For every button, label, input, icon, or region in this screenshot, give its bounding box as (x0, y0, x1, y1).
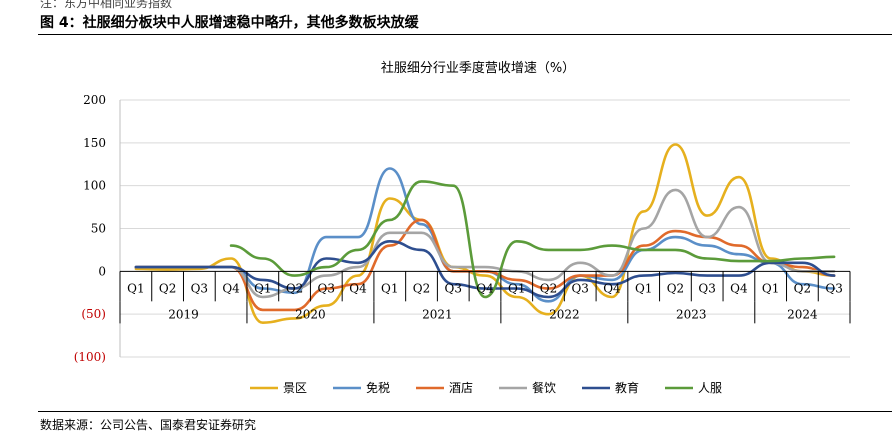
figure-title: 图 4：社服细分板块中人服增速稳中略升，其他多数板块放缓 (40, 15, 419, 31)
x-tick-label: Q4 (222, 281, 240, 295)
series-line-餐饮 (134, 188, 836, 299)
x-tick-label: Q4 (603, 281, 621, 295)
y-tick-label: (50) (81, 307, 106, 321)
x-tick-label: Q2 (413, 281, 430, 295)
x-tick-label: Q3 (571, 281, 588, 295)
year-label: 2020 (295, 307, 326, 321)
y-tick-label: (100) (74, 350, 106, 364)
y-tick-label: 200 (83, 93, 106, 107)
x-tick-label: Q1 (381, 281, 398, 295)
x-tick-label: Q4 (476, 281, 494, 295)
chart-title: 社服细分行业季度营收增速（%） (381, 60, 575, 76)
x-tick-label: Q4 (349, 281, 367, 295)
year-label: 2021 (422, 307, 453, 321)
y-tick-label: 150 (83, 136, 106, 150)
year-label: 2022 (549, 307, 580, 321)
year-label: 2023 (676, 307, 707, 321)
grid (120, 99, 850, 358)
legend-label: 酒店 (449, 381, 473, 395)
x-tick-label: Q2 (667, 281, 684, 295)
x-tick-label: Q3 (445, 281, 462, 295)
x-tick-label: Q3 (698, 281, 715, 295)
legend-label: 人服 (698, 381, 722, 395)
y-tick-label: 100 (83, 179, 106, 193)
legend: 景区 免税 酒店 餐饮 教育 人服 (250, 380, 722, 395)
legend-label: 教育 (615, 380, 639, 395)
x-tick-label: Q1 (762, 281, 779, 295)
series-line-教育 (134, 239, 836, 299)
x-tick-label: Q3 (191, 281, 208, 295)
x-tick-label: Q2 (540, 281, 557, 295)
x-tick-label: Q2 (286, 281, 303, 295)
x-axis: Q1 Q2 Q3 Q4 Q1 Q2 Q3 Q4 Q1 Q2 Q3 Q4 Q1 Q2 Q3 Q4 Q1 Q2 Q3 Q4… (119, 270, 851, 324)
legend-label: 免税 (366, 380, 390, 395)
x-tick-label: Q1 (635, 281, 652, 295)
x-tick-label: Q2 (159, 281, 176, 295)
x-tick-label: Q4 (730, 281, 748, 295)
x-tick-label: Q1 (127, 281, 144, 295)
legend-label: 景区 (283, 381, 307, 395)
series-lines (134, 143, 836, 325)
y-tick-label: 0 (98, 264, 106, 278)
x-tick-label: Q1 (508, 281, 525, 295)
x-tick-label: Q3 (318, 281, 335, 295)
year-label: 2024 (787, 307, 818, 321)
series-line-人服 (229, 180, 836, 299)
top-note: 注：东方中相同业务指数 (40, 0, 173, 10)
title-divider (38, 34, 892, 35)
line-chart: 社服细分行业季度营收增速（%） 200 150 100 50 0 (50) (100) Q1… (74, 60, 851, 395)
y-axis: 200 150 100 50 0 (50) (100) (74, 93, 121, 364)
legend-label: 餐饮 (532, 380, 556, 395)
y-tick-label: 50 (91, 222, 106, 236)
x-tick-label: Q2 (794, 281, 811, 295)
source-note: 数据来源：公司公告、国泰君安证券研究 (40, 418, 257, 432)
x-tick-label: Q1 (254, 281, 271, 295)
x-tick-label: Q3 (825, 281, 842, 295)
footer-divider (38, 411, 892, 412)
year-label: 2019 (168, 307, 199, 321)
